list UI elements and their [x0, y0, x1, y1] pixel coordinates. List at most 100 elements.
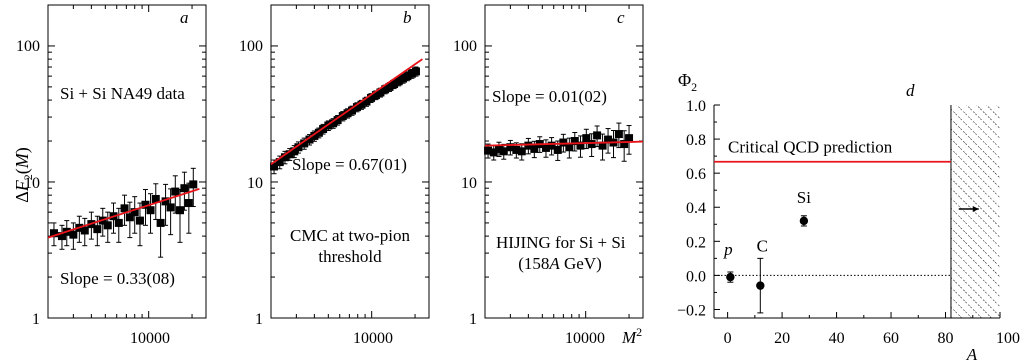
panel-b-model-label-2: threshold [318, 247, 382, 266]
data-point [93, 225, 102, 234]
data-point [559, 138, 568, 147]
data-point [146, 206, 155, 215]
data-point [329, 119, 338, 128]
panel-b-model-label-1: CMC at two-pion [290, 226, 410, 245]
data-point [184, 199, 193, 208]
panel-b-xtick-10000: 10000 [353, 330, 393, 347]
ytick-label: 0.2 [686, 234, 706, 251]
data-point [390, 80, 399, 89]
panel-d-ylabel: Φ2 [678, 70, 697, 94]
panel-b-data [270, 58, 423, 175]
point-label-C: C [757, 237, 768, 256]
ytick-label: 0.0 [686, 268, 706, 285]
panel-d-ytick-labels: −0.2 0.0 0.2 0.4 0.6 0.8 1.0 [677, 98, 706, 319]
panel-b: 100 10 1 10000 b Slope = 0.67(01) CMC at… [239, 4, 430, 347]
data-point [381, 85, 390, 94]
panel-c-model-label-2: (158A GeV) [518, 254, 602, 273]
data-point-C [756, 281, 765, 290]
panel-c-ticks [484, 4, 643, 319]
data-point [171, 187, 180, 196]
panel-c-xtick-10000: 10000 [565, 330, 605, 347]
panel-a-frame [47, 4, 207, 319]
data-point [614, 130, 623, 139]
panel-a-xtick-10000: 10000 [130, 330, 170, 347]
data-point [362, 97, 371, 106]
xtick-label: 0 [724, 330, 732, 347]
data-point [343, 109, 352, 118]
data-point [285, 150, 294, 159]
data-point [604, 135, 613, 144]
data-point [489, 148, 498, 157]
panel-b-ytick-1: 1 [255, 311, 263, 328]
data-point [166, 203, 175, 212]
data-point [376, 88, 385, 97]
ytick-label: 0.4 [686, 200, 706, 217]
ytick-label: 0.6 [686, 166, 706, 183]
panel-a-ytick-100: 100 [16, 38, 40, 55]
panel-b-ytick-10: 10 [247, 175, 263, 192]
panel-d-critical-label: Critical QCD prediction [728, 138, 893, 157]
panel-a-letter: a [180, 8, 189, 27]
panel-c: 100 10 1 10000 M2 c Slope = 0.01(02) HIJ… [453, 4, 644, 347]
point-label-Si: Si [797, 188, 811, 207]
data-point [547, 141, 556, 150]
panel-a-slope-label: Slope = 0.33(08) [60, 269, 175, 288]
data-point [407, 69, 416, 78]
data-point [394, 77, 403, 86]
data-point [305, 135, 314, 144]
data-point [403, 72, 412, 81]
data-point [411, 67, 420, 76]
panel-c-ytick-1: 1 [469, 311, 477, 328]
panel-d: −0.2 0.0 0.2 0.4 0.6 0.8 1.0 0 20 40 60 80 100 Φ2 d… [677, 70, 1020, 364]
panel-d-excluded-region [950, 105, 1000, 318]
panel-c-data [484, 122, 644, 162]
data-point [270, 162, 279, 171]
panel-a-ytick-1: 1 [32, 311, 40, 328]
data-point [371, 91, 380, 100]
panel-c-slope-label: Slope = 0.01(02) [492, 87, 607, 106]
data-point [189, 180, 198, 189]
panel-a: 100 10 1 10000 a ΔF2(M) Si + Si NA49 dat… [12, 4, 207, 347]
data-point [625, 134, 634, 143]
fit-line [47, 188, 200, 239]
arrow-head [972, 205, 979, 212]
data-point [151, 194, 160, 203]
data-point [135, 216, 144, 225]
panel-d-axes [713, 104, 1001, 319]
data-point [80, 226, 89, 235]
data-point [103, 221, 112, 230]
panel-c-model-label-1: HIJING for Si + Si [496, 233, 626, 252]
panel-a-ytick-10: 10 [24, 175, 40, 192]
data-point-p [726, 272, 735, 282]
data-point [399, 74, 408, 83]
data-point [49, 229, 58, 238]
data-point [357, 100, 366, 109]
data-point [582, 134, 591, 143]
panel-b-slope-label: Slope = 0.67(01) [292, 155, 407, 174]
xtick-label: 80 [938, 330, 954, 347]
data-point [620, 140, 629, 149]
fit-line [484, 140, 644, 147]
panel-b-ticks [270, 4, 429, 319]
panel-a-ticks [47, 4, 206, 319]
data-point [553, 145, 562, 154]
data-point [57, 232, 66, 241]
panel-b-ytick-100: 100 [239, 38, 263, 55]
data-point [314, 128, 323, 137]
panel-a-ylabel: ΔF2(M) [12, 147, 35, 203]
panel-c-ytick-100: 100 [453, 38, 477, 55]
data-point [512, 145, 521, 154]
panel-b-letter: b [403, 8, 412, 27]
data-point [593, 131, 602, 140]
data-point [300, 139, 309, 148]
panel-c-letter: c [617, 8, 625, 27]
data-point [114, 218, 123, 227]
panel-a-dataset-label: Si + Si NA49 data [60, 84, 185, 103]
data-point [517, 147, 526, 156]
data-point [141, 200, 150, 209]
data-point [180, 184, 189, 193]
panel-c-xlabel: M2 [621, 325, 642, 347]
panel-a-data [47, 167, 200, 258]
xtick-label: 20 [774, 330, 790, 347]
data-point [367, 93, 376, 102]
